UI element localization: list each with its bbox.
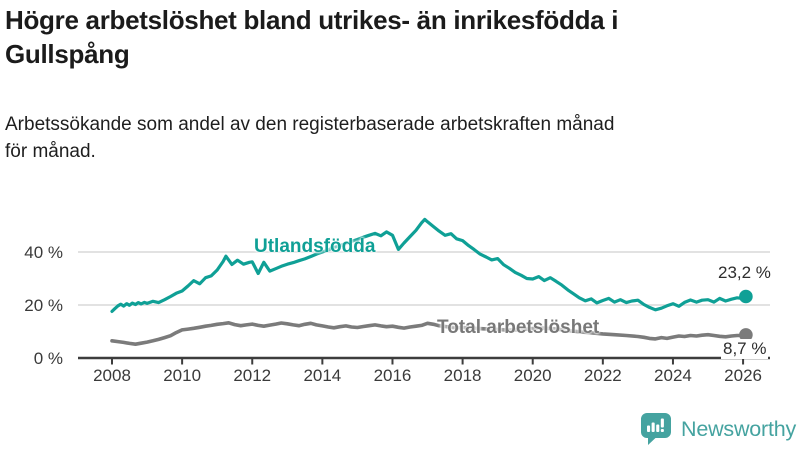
x-tick-label-2008: 2008 bbox=[93, 366, 131, 385]
y-tick-label-40: 40 % bbox=[24, 243, 63, 262]
series-end-dot-1 bbox=[739, 328, 753, 342]
x-tick-label-2022: 2022 bbox=[584, 366, 622, 385]
x-tick-label-2018: 2018 bbox=[444, 366, 482, 385]
exclamation-dot bbox=[660, 429, 664, 432]
bar-2 bbox=[651, 422, 655, 432]
end-value-total-arbetsloshet: 8,7 % bbox=[721, 339, 769, 359]
x-tick-label-2010: 2010 bbox=[163, 366, 201, 385]
end-value-utlandsfodda: 23,2 % bbox=[718, 263, 771, 282]
speech-bubble-shape bbox=[641, 413, 671, 445]
series-label-utlandsfodda: Utlandsfödda bbox=[254, 236, 376, 257]
series-line-0 bbox=[110, 217, 748, 313]
title-line-2: Gullspång bbox=[5, 38, 130, 69]
x-tick-label-2012: 2012 bbox=[233, 366, 271, 385]
exclamation-stem bbox=[660, 418, 664, 428]
series-line-1 bbox=[110, 320, 748, 347]
x-tick-label-2026: 2026 bbox=[724, 366, 762, 385]
bar-3 bbox=[656, 424, 660, 432]
x-tick-label-2024: 2024 bbox=[654, 366, 692, 385]
subtitle-line-1: Arbetssökande som andel av den registerb… bbox=[5, 114, 615, 135]
newsworthy-logo: Newsworthy bbox=[640, 412, 796, 446]
bar-1 bbox=[647, 425, 651, 432]
y-tick-label-0: 0 % bbox=[34, 349, 63, 368]
series-end-dot-0 bbox=[739, 289, 753, 304]
x-tick-label-2020: 2020 bbox=[514, 366, 552, 385]
newsworthy-logo-text: Newsworthy bbox=[681, 416, 797, 441]
y-tick-label-20: 20 % bbox=[24, 296, 63, 315]
page-subtitle: Arbetssökande som andel av den registerb… bbox=[5, 112, 791, 166]
subtitle-line-2: för månad. bbox=[5, 140, 96, 162]
title-line-1: Högre arbetslöshet bland utrikes- än inr… bbox=[5, 5, 619, 35]
x-tick-label-2014: 2014 bbox=[303, 366, 341, 385]
newsworthy-logo-icon bbox=[641, 413, 671, 445]
series-label-total-arbetsloshet: Total arbetslöshet bbox=[437, 317, 600, 338]
page-title: Högre arbetslöshet bland utrikes- än inr… bbox=[5, 4, 791, 72]
x-tick-label-2016: 2016 bbox=[374, 366, 412, 385]
